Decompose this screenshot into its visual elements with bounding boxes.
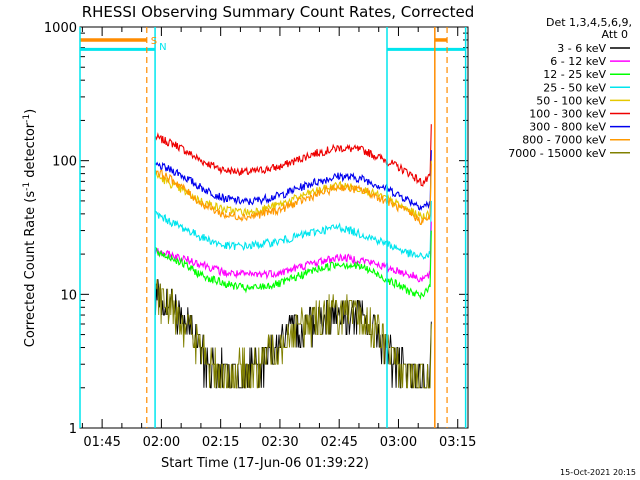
legend-header-line2: Att 0: [602, 28, 628, 41]
plot-axes: 1 10 100 1000 01:45 02:00 02:15 02:30 02:45 03:00…: [44, 21, 477, 450]
series-line-5: [154, 221, 432, 283]
marker-layer: SN: [79, 27, 467, 428]
data-layer: [154, 124, 432, 389]
y-axis-label-sup1: -1: [22, 182, 32, 191]
footer-timestamp: 15-Oct-2021 20:15: [560, 468, 636, 477]
chart-title: RHESSI Observing Summary Count Rates, Co…: [82, 3, 475, 21]
x-tick-label: 02:30: [261, 435, 298, 450]
legend-entry-label: 7000 - 15000 keV: [508, 147, 606, 160]
series-line-8: [155, 279, 432, 389]
series-line-6: [155, 230, 432, 301]
legend-entry-label: 800 - 7000 keV: [522, 134, 606, 147]
x-tick-label: 01:45: [83, 435, 120, 450]
y-axis-label: Corrected Count Rate (s-1 detector-1): [22, 109, 38, 347]
series-line-2: [154, 160, 432, 221]
series-line-0: [154, 124, 432, 187]
legend-entry-label: 6 - 12 keV: [550, 55, 606, 68]
series-line-4: [155, 200, 432, 260]
x-axis-label: Start Time (17-Jun-06 01:39:22): [161, 456, 369, 471]
y-tick-label: 100: [52, 155, 77, 170]
legend-entry-label: 3 - 6 keV: [557, 42, 606, 55]
x-tick-label: 02:00: [143, 435, 180, 450]
series-line-3: [154, 163, 432, 225]
legend-entry-label: 100 - 300 keV: [529, 108, 606, 121]
y-axis-label-main: Corrected Count Rate (s: [23, 191, 38, 348]
saa-label: S: [151, 36, 157, 47]
x-tick-label: 03:00: [380, 435, 417, 450]
y-tick-label: 1: [69, 422, 77, 437]
y-axis-label-sup2: -1: [22, 114, 32, 123]
night-label: N: [159, 42, 166, 53]
y-tick-label: 10: [60, 288, 77, 303]
series-line-1: [155, 150, 432, 211]
legend-entry-label: 25 - 50 keV: [543, 81, 606, 94]
y-axis-label-end: ): [23, 109, 38, 114]
y-tick-label: 1000: [44, 21, 77, 36]
legend-entry-label: 12 - 25 keV: [543, 68, 606, 81]
legend-entry-label: 50 - 100 keV: [536, 94, 606, 107]
x-tick-label: 03:15: [439, 435, 476, 450]
legend-entry-label: 300 - 800 keV: [529, 121, 606, 134]
x-tick-label: 02:15: [202, 435, 239, 450]
y-axis-label-mid: detector: [23, 122, 38, 182]
legend-header-line1: Det 1,3,4,5,6,9,: [546, 16, 632, 29]
x-tick-label: 02:45: [320, 435, 357, 450]
